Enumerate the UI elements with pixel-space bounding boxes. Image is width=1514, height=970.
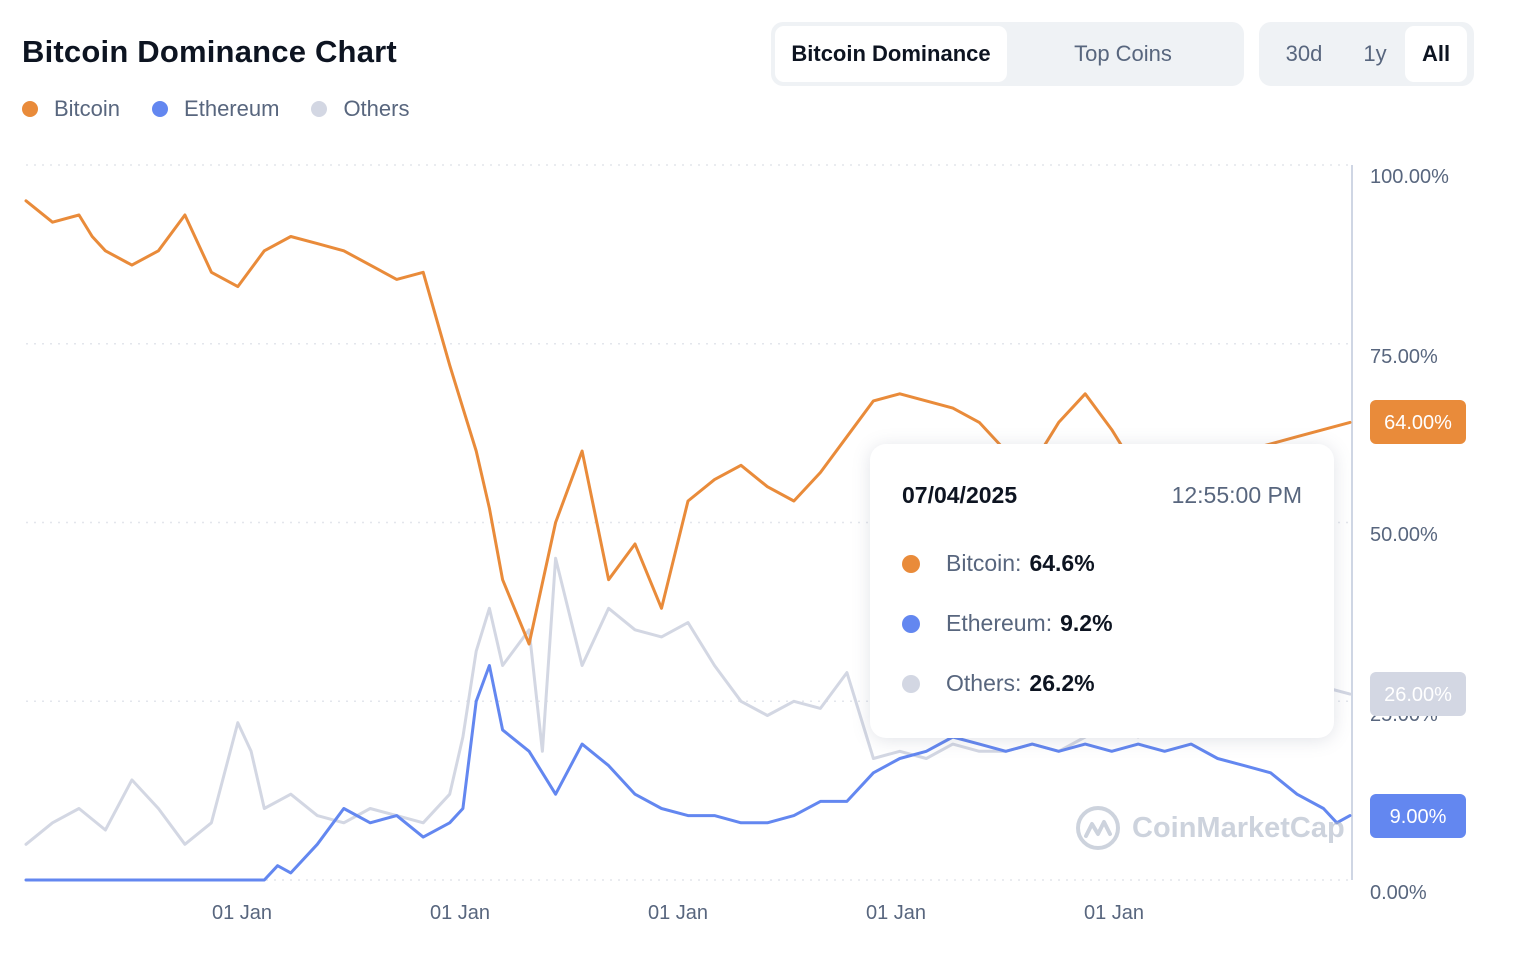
x-tick-label: 01 Jan — [648, 902, 708, 924]
coinmarketcap-logo-icon — [1076, 806, 1120, 850]
chart-legend: Bitcoin Ethereum Others — [22, 96, 409, 122]
current-value-label-bitcoin: 64.00% — [1384, 412, 1452, 434]
series-line-ethereum — [24, 664, 1352, 882]
series-line-bitcoin — [24, 199, 1352, 646]
y-tick-label: 75.00% — [1370, 346, 1438, 368]
current-value-badge-others — [1370, 672, 1466, 716]
current-value-label-ethereum: 9.00% — [1390, 806, 1447, 828]
legend-dot-bitcoin — [22, 101, 38, 117]
legend-item-ethereum[interactable]: Ethereum — [152, 96, 279, 122]
watermark-text: CoinMarketCap — [1132, 811, 1345, 844]
tooltip-row-bitcoin: Bitcoin: 64.6% — [902, 550, 1095, 577]
y-tick-label: 100.00% — [1370, 166, 1449, 188]
range-30d-button[interactable]: 30d — [1285, 41, 1323, 66]
legend-label-others: Others — [343, 96, 410, 121]
y-tick-label: 50.00% — [1370, 524, 1438, 546]
tooltip-dot-others — [902, 674, 920, 693]
range-toggle: 30d 1y All — [1259, 22, 1474, 86]
chart-tooltip: 07/04/2025 12:55:00 PM Bitcoin: 64.6% Et… — [870, 444, 1334, 738]
y-tick-label: 0.00% — [1370, 882, 1427, 904]
tooltip-dot-ethereum — [902, 614, 920, 633]
tooltip-value-ethereum: 9.2% — [1060, 610, 1113, 636]
current-value-badge-bitcoin — [1370, 400, 1466, 444]
tooltip-row-ethereum: Ethereum: 9.2% — [902, 610, 1113, 637]
legend-item-others[interactable]: Others — [311, 96, 409, 122]
legend-dot-others — [311, 101, 328, 117]
tooltip-row-others: Others: 26.2% — [902, 670, 1095, 697]
legend-dot-ethereum — [152, 101, 169, 117]
tooltip-label-ethereum: Ethereum: — [946, 610, 1053, 636]
tooltip-dot-bitcoin — [902, 554, 920, 573]
x-tick-label: 01 Jan — [430, 902, 490, 924]
x-tick-label: 01 Jan — [866, 902, 926, 924]
current-value-badge-ethereum — [1370, 794, 1466, 838]
tooltip-time: 12:55:00 PM — [1171, 482, 1302, 508]
tooltip-label-others: Others: — [946, 670, 1022, 696]
tooltip-date: 07/04/2025 — [902, 482, 1018, 508]
view-toggle: Bitcoin Dominance Top Coins — [771, 22, 1244, 86]
x-tick-label: 01 Jan — [1084, 902, 1144, 924]
range-all-button[interactable]: All — [1405, 26, 1467, 82]
x-tick-label: 01 Jan — [212, 902, 272, 924]
tab-top-coins[interactable]: Top Coins — [1074, 41, 1172, 66]
range-1y-button[interactable]: 1y — [1363, 41, 1387, 66]
current-value-label-others: 26.00% — [1384, 684, 1452, 706]
legend-label-ethereum: Ethereum — [184, 96, 280, 121]
tab-bitcoin-dominance[interactable]: Bitcoin Dominance — [775, 26, 1007, 82]
tooltip-label-bitcoin: Bitcoin: — [946, 550, 1022, 576]
tooltip-value-bitcoin: 64.6% — [1029, 550, 1095, 576]
legend-item-bitcoin[interactable]: Bitcoin — [22, 96, 120, 122]
page-title: Bitcoin Dominance Chart — [22, 34, 397, 69]
tooltip-value-others: 26.2% — [1029, 670, 1095, 696]
legend-label-bitcoin: Bitcoin — [54, 96, 121, 121]
watermark: CoinMarketCap — [1074, 804, 1345, 852]
